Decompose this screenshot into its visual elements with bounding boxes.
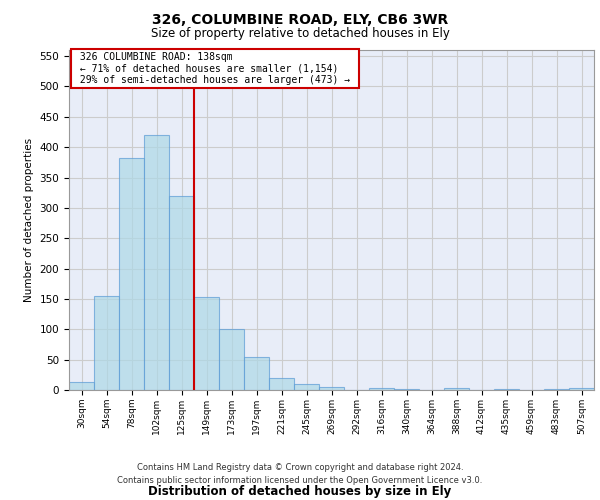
Text: 326, COLUMBINE ROAD, ELY, CB6 3WR: 326, COLUMBINE ROAD, ELY, CB6 3WR	[152, 12, 448, 26]
Bar	[494, 389, 519, 390]
Bar	[144, 135, 169, 390]
Bar	[69, 382, 94, 390]
Bar	[269, 378, 294, 390]
Text: Contains HM Land Registry data © Crown copyright and database right 2024.: Contains HM Land Registry data © Crown c…	[137, 464, 463, 472]
Bar	[169, 196, 194, 390]
Y-axis label: Number of detached properties: Number of detached properties	[24, 138, 34, 302]
Bar	[569, 388, 594, 390]
Text: Size of property relative to detached houses in Ely: Size of property relative to detached ho…	[151, 28, 449, 40]
Bar	[444, 388, 469, 390]
Text: Contains public sector information licensed under the Open Government Licence v3: Contains public sector information licen…	[118, 476, 482, 485]
Bar	[244, 356, 269, 390]
Bar	[369, 388, 394, 390]
Bar	[219, 330, 244, 390]
Bar	[119, 158, 144, 390]
Bar	[94, 296, 119, 390]
Bar	[194, 297, 219, 390]
Text: 326 COLUMBINE ROAD: 138sqm
 ← 71% of detached houses are smaller (1,154)
 29% of: 326 COLUMBINE ROAD: 138sqm ← 71% of deta…	[74, 52, 356, 85]
Bar	[319, 387, 344, 390]
Bar	[294, 384, 319, 390]
Text: Distribution of detached houses by size in Ely: Distribution of detached houses by size …	[148, 484, 452, 498]
